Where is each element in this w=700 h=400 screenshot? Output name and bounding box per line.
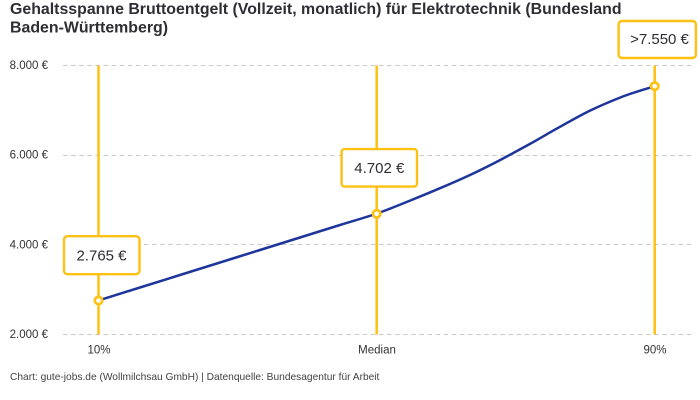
svg-text:10%: 10%	[87, 345, 110, 357]
svg-text:4.702 €: 4.702 €	[354, 160, 405, 177]
svg-text:Median: Median	[358, 345, 396, 357]
svg-text:Chart: gute-jobs.de (Wollmilch: Chart: gute-jobs.de (Wollmilchsau GmbH) …	[10, 372, 380, 383]
svg-text:>7.550 €: >7.550 €	[630, 31, 689, 48]
svg-text:8.000 €: 8.000 €	[10, 60, 49, 72]
svg-text:Gehaltsspanne Bruttoentgelt (V: Gehaltsspanne Bruttoentgelt (Vollzeit, m…	[10, 1, 622, 18]
svg-text:2.000 €: 2.000 €	[10, 329, 49, 341]
svg-text:6.000 €: 6.000 €	[10, 150, 49, 162]
svg-text:90%: 90%	[643, 345, 666, 357]
svg-text:Baden-Württemberg): Baden-Württemberg)	[10, 20, 168, 37]
svg-text:4.000 €: 4.000 €	[10, 239, 49, 251]
svg-text:2.765 €: 2.765 €	[76, 248, 127, 265]
